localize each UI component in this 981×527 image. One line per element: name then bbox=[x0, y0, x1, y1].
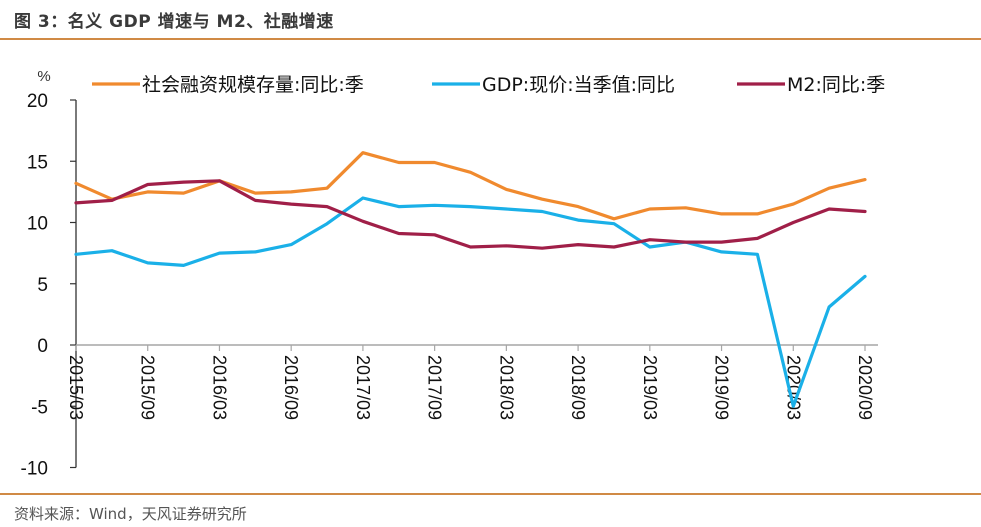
series-3 bbox=[74, 179, 867, 250]
y-tick-label: -5 bbox=[31, 397, 48, 418]
x-axis: 2015/03 2015/09 2016/03 2016/09 2017/03 2017/… bbox=[66, 344, 878, 420]
y-axis: -10 -5 0 5 10 15 20 bbox=[21, 91, 77, 480]
y-tick-label: 0 bbox=[37, 336, 48, 357]
x-tick-label: 2018/09 bbox=[568, 355, 588, 420]
series-line bbox=[74, 196, 867, 408]
x-tick-label: 2017/09 bbox=[425, 355, 445, 420]
legend-item: GDP:现价:当季值:同比 bbox=[432, 74, 675, 96]
x-tick-label: 2015/09 bbox=[138, 355, 158, 420]
x-tick-label: 2020/03 bbox=[783, 355, 803, 420]
y-tick-label: 20 bbox=[27, 91, 48, 112]
series-layer bbox=[74, 151, 867, 408]
y-tick-label: -10 bbox=[21, 459, 48, 480]
y-tick-label: 15 bbox=[27, 152, 48, 173]
x-tick-label: 2019/03 bbox=[640, 355, 660, 420]
x-tick-label: 2016/03 bbox=[209, 355, 229, 420]
x-tick-label: 2018/03 bbox=[496, 355, 516, 420]
footer-divider bbox=[0, 493, 981, 495]
legend-item: M2:同比:季 bbox=[737, 74, 885, 96]
y-axis-unit-label: % bbox=[37, 68, 50, 85]
legend-label: GDP:现价:当季值:同比 bbox=[482, 74, 675, 96]
x-tick-label: 2017/03 bbox=[353, 355, 373, 420]
source-note: 资料来源：Wind，天风证券研究所 bbox=[14, 505, 247, 523]
series-2 bbox=[74, 196, 867, 408]
y-tick-label: 10 bbox=[27, 214, 48, 235]
legend: 社会融资规模存量:同比:季 GDP:现价:当季值:同比 M2:同比:季 bbox=[92, 74, 885, 96]
legend-label: 社会融资规模存量:同比:季 bbox=[142, 74, 364, 96]
y-tick-label: 5 bbox=[37, 275, 48, 296]
series-1 bbox=[74, 151, 867, 221]
title-divider bbox=[0, 38, 981, 40]
series-line bbox=[74, 151, 867, 221]
legend-item: 社会融资规模存量:同比:季 bbox=[92, 74, 364, 96]
legend-label: M2:同比:季 bbox=[787, 74, 885, 96]
figure-title: 图 3：名义 GDP 增速与 M2、社融增速 bbox=[14, 12, 334, 32]
x-tick-label: 2016/09 bbox=[281, 355, 301, 420]
x-tick-label: 2019/09 bbox=[712, 355, 732, 420]
x-tick-label: 2020/09 bbox=[855, 355, 875, 420]
line-chart: 社会融资规模存量:同比:季 GDP:现价:当季值:同比 M2:同比:季 % -10-… bbox=[21, 68, 886, 480]
x-tick-label: 2015/03 bbox=[66, 355, 86, 420]
